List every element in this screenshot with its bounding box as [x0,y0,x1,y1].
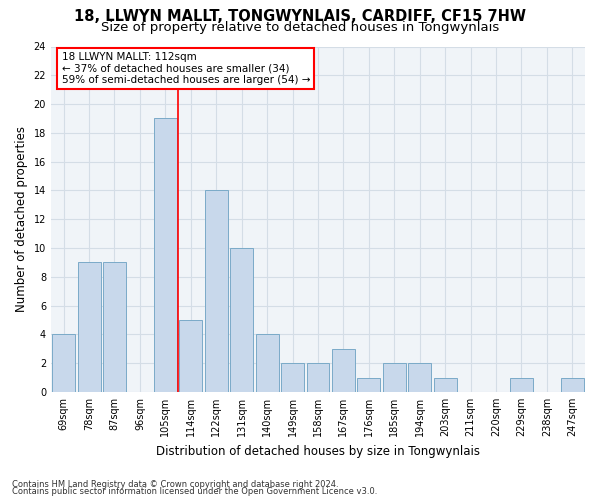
Bar [256,334,278,392]
Text: Size of property relative to detached houses in Tongwynlais: Size of property relative to detached ho… [101,21,499,34]
Bar [561,378,584,392]
Text: Contains HM Land Registry data © Crown copyright and database right 2024.: Contains HM Land Registry data © Crown c… [12,480,338,489]
Text: 18, LLWYN MALLT, TONGWYNLAIS, CARDIFF, CF15 7HW: 18, LLWYN MALLT, TONGWYNLAIS, CARDIFF, C… [74,9,526,24]
Bar [408,363,431,392]
Bar [383,363,406,392]
Text: Contains public sector information licensed under the Open Government Licence v3: Contains public sector information licen… [12,487,377,496]
Bar [179,320,202,392]
Y-axis label: Number of detached properties: Number of detached properties [15,126,28,312]
Bar [77,262,101,392]
Bar [281,363,304,392]
Bar [230,248,253,392]
X-axis label: Distribution of detached houses by size in Tongwynlais: Distribution of detached houses by size … [156,444,480,458]
Bar [434,378,457,392]
Bar [358,378,380,392]
Bar [52,334,75,392]
Bar [307,363,329,392]
Bar [205,190,227,392]
Bar [103,262,126,392]
Bar [510,378,533,392]
Text: 18 LLWYN MALLT: 112sqm
← 37% of detached houses are smaller (34)
59% of semi-det: 18 LLWYN MALLT: 112sqm ← 37% of detached… [62,52,310,85]
Bar [154,118,177,392]
Bar [332,349,355,392]
